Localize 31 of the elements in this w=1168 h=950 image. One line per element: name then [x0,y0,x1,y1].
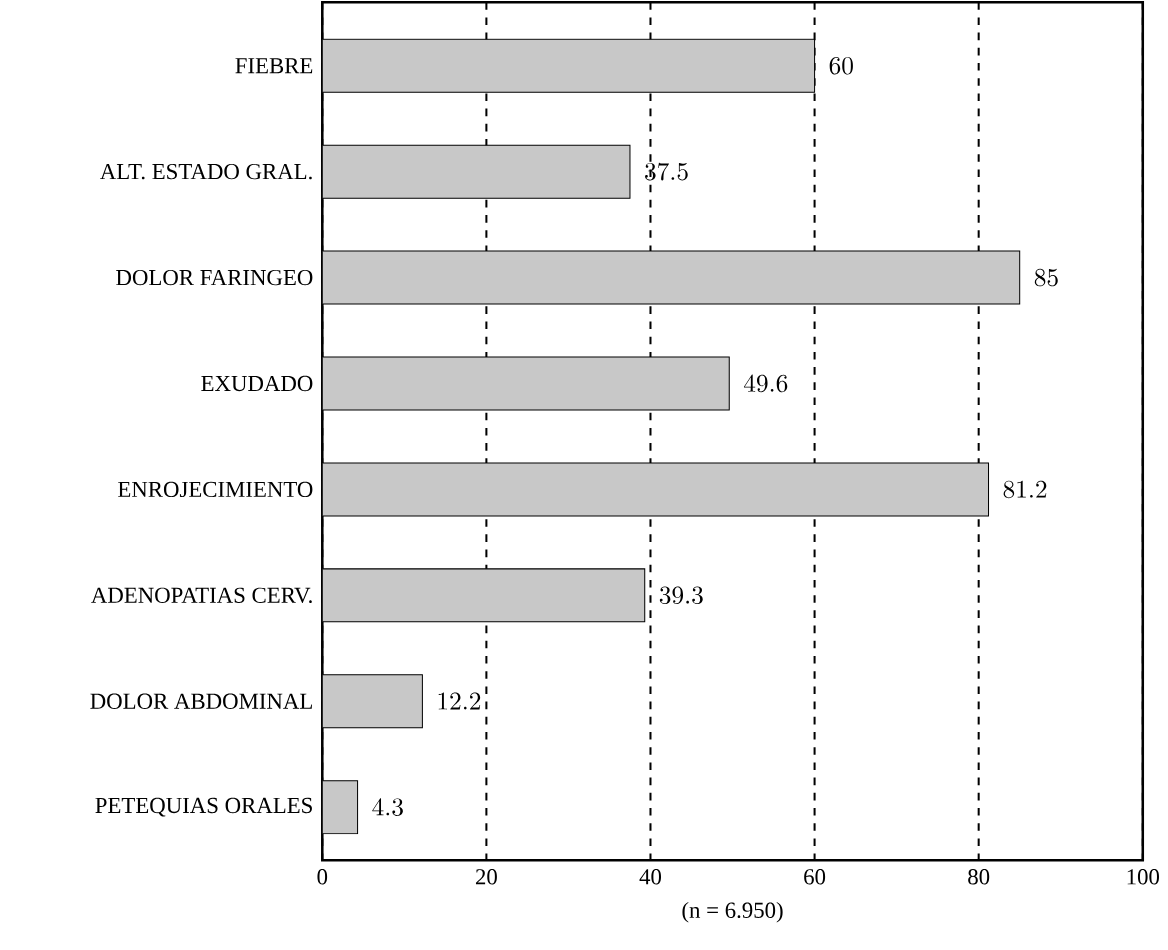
data-label: 39.3 [659,586,703,604]
y-tick-label: ALT. ESTADO GRAL. [100,163,312,180]
x-tick-label: 0 [317,868,328,885]
bar [322,780,359,835]
x-axis-title: (n = 6.950) [682,901,783,923]
data-label: 49.6 [743,374,788,393]
x-tick-label: 100 [1127,868,1160,885]
bar [322,462,990,517]
x-tick-label: 60 [804,868,826,885]
bar [322,250,1021,305]
data-label: 4.3 [372,798,403,816]
y-tick-label: ADENOPATIAS CERV. [91,587,312,603]
data-label: 60 [829,56,853,75]
data-label: 81 .2 [1003,480,1047,499]
bar [322,674,423,729]
bar [322,356,730,411]
data-label: 37.5 [645,162,688,181]
y-tick-label: PETEQUIAS ORALES [95,797,312,817]
y-tick-label: ENROJECIMIENTO [118,481,313,497]
y-tick-label: DOLOR FARINGEO [116,269,313,286]
data-label: 12.2 [438,692,481,710]
x-tick-label: 40 [639,868,662,885]
bar [322,38,816,93]
bar [322,144,631,199]
x-tick-label: 20 [475,868,497,885]
bar [322,568,646,623]
data-label: 85 [1034,268,1058,287]
x-tick-label: 80 [968,868,990,885]
y-tick-label: FIEBRE [235,58,313,74]
y-tick-label: DOLOR ABDOMINAL [90,693,312,709]
y-tick-label: EXUDADO [201,375,313,392]
